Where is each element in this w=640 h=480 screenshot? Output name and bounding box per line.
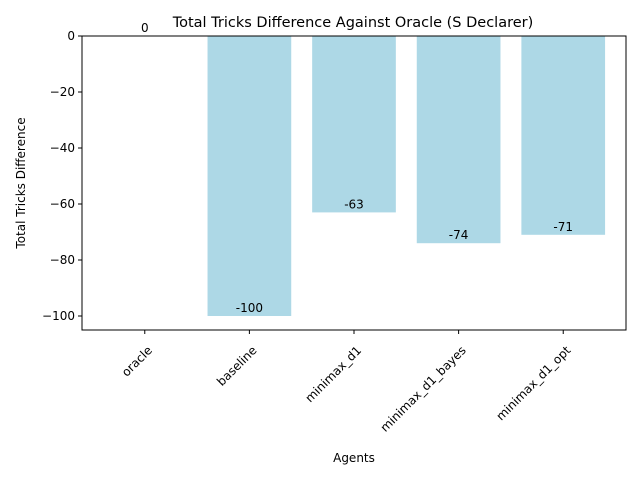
data-label-minimax_d1_bayes: -74 — [449, 228, 469, 242]
y-tick-label: −20 — [50, 85, 75, 99]
x-tick-label-minimax_d1_bayes: minimax_d1_bayes — [378, 343, 469, 434]
y-tick-label: −100 — [42, 309, 75, 323]
x-axis-label: Agents — [333, 451, 375, 465]
y-tick-label: −80 — [50, 253, 75, 267]
y-tick-label: −40 — [50, 141, 75, 155]
y-axis-label: Total Tricks Difference — [14, 117, 28, 249]
bar-baseline — [207, 36, 292, 316]
y-axis: 0 −20 −40 −60 −80 −100 — [42, 29, 82, 323]
data-label-minimax_d1: -63 — [344, 197, 364, 211]
data-label-minimax_d1_opt: -71 — [553, 220, 573, 234]
y-tick-label: −60 — [50, 197, 75, 211]
x-axis: oracle baseline minimax_d1 minimax_d1_bayes… — [119, 330, 574, 435]
data-label-baseline: -100 — [236, 301, 263, 315]
x-tick-label-baseline: baseline — [214, 343, 259, 388]
data-labels-group: 0 -100 -63 -74 -71 — [141, 21, 573, 315]
bars-group — [207, 36, 606, 316]
bar-minimax_d1_opt — [521, 36, 606, 235]
bar-minimax_d1 — [312, 36, 396, 213]
x-tick-label-minimax_d1_opt: minimax_d1_opt — [494, 343, 574, 423]
chart-title: Total Tricks Difference Against Oracle (… — [172, 15, 534, 31]
x-tick-label-oracle: oracle — [119, 343, 155, 379]
y-tick-label: 0 — [67, 29, 75, 43]
data-label-oracle: 0 — [141, 21, 149, 35]
bar-minimax_d1_bayes — [416, 36, 501, 244]
x-tick-label-minimax_d1: minimax_d1 — [302, 343, 364, 405]
